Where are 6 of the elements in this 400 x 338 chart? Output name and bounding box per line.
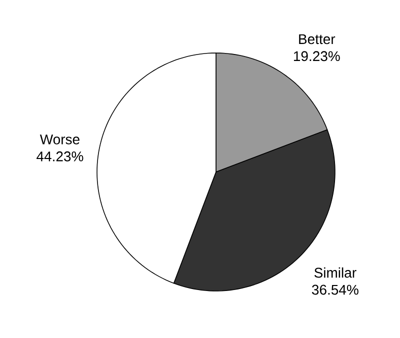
data-label: 36.54% xyxy=(312,284,358,295)
slice-label: Better xyxy=(299,34,336,44)
data-label: 19.23% xyxy=(294,51,340,62)
slice-label: Worse xyxy=(40,134,80,144)
data-label: 44.23% xyxy=(36,151,84,162)
slice-label: Similar xyxy=(314,267,356,278)
